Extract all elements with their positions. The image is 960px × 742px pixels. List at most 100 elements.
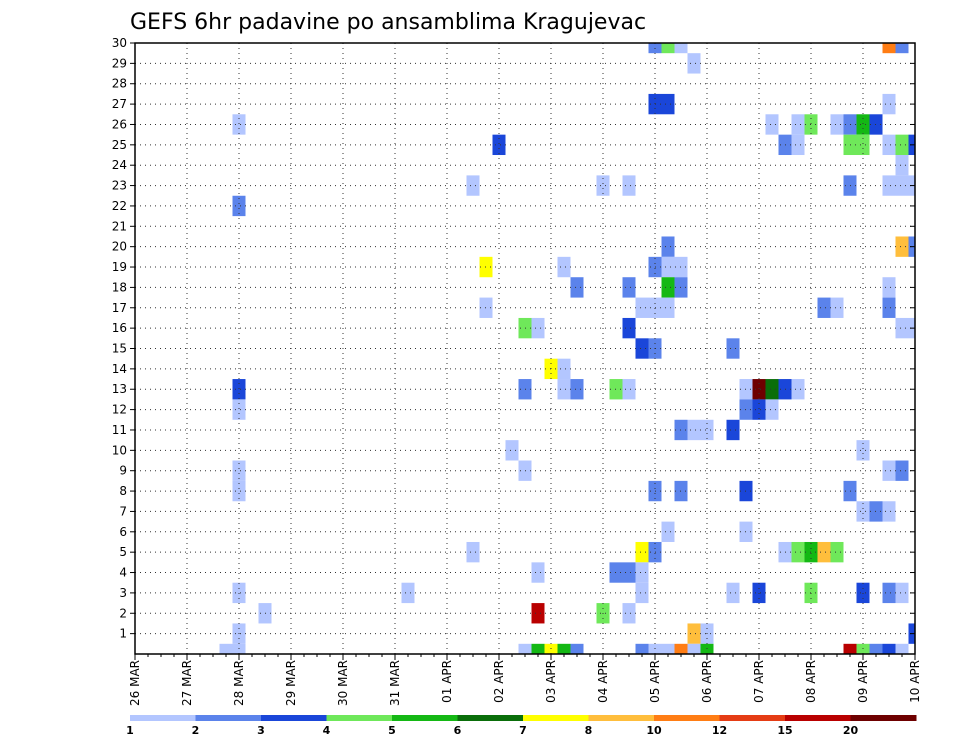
heatmap-cell	[895, 134, 909, 156]
legend-swatch	[523, 715, 589, 721]
y-tick-label: 30	[112, 36, 127, 50]
y-tick-label: 18	[112, 280, 127, 294]
y-tick-label: 10	[112, 443, 127, 457]
heatmap-cell	[882, 501, 896, 522]
heatmap-cell	[726, 582, 740, 604]
y-tick-label: 4	[119, 566, 127, 580]
heatmap-cell	[622, 603, 636, 624]
heatmap-cell	[856, 134, 870, 156]
heatmap-cell	[752, 399, 766, 420]
y-tick-label: 23	[112, 179, 127, 193]
legend-label: 7	[519, 724, 527, 737]
chart-title: GEFS 6hr padavine po ansamblima Kragujev…	[130, 10, 646, 35]
y-tick-label: 25	[112, 138, 127, 152]
heatmap-cell	[674, 43, 688, 54]
heatmap-cell	[466, 541, 480, 563]
heatmap-cell	[895, 582, 909, 604]
heatmap-cell	[700, 419, 714, 441]
heatmap-cell	[687, 623, 701, 644]
heatmap-cell	[557, 643, 571, 654]
heatmap-cell	[895, 175, 909, 196]
x-tick-label: 27 MAR	[180, 660, 194, 706]
heatmap-cell	[856, 582, 870, 604]
heatmap-cell	[622, 175, 636, 196]
x-tick-label: 06 APR	[700, 660, 714, 703]
x-tick-label: 28 MAR	[232, 660, 246, 706]
heatmap-cell	[232, 195, 246, 217]
y-tick-label: 29	[112, 56, 127, 70]
legend-swatch	[588, 715, 655, 721]
heatmap-cell	[882, 297, 896, 318]
legend-label: 1	[126, 724, 134, 737]
y-tick-label: 19	[112, 260, 127, 274]
heatmap-cell	[882, 460, 896, 481]
x-tick-label: 01 APR	[440, 660, 454, 703]
legend-label: 8	[585, 724, 593, 737]
legend-label: 12	[712, 724, 727, 737]
heatmap-cell	[635, 562, 649, 583]
legend-swatch	[654, 715, 720, 721]
heatmap-cell	[856, 440, 870, 461]
heatmap-cell	[531, 562, 545, 583]
heatmap-cell	[661, 297, 675, 318]
heatmap-cell	[596, 175, 610, 196]
legend-label: 15	[777, 724, 792, 737]
legend-label: 3	[257, 724, 265, 737]
heatmap-cell	[661, 521, 675, 542]
heatmap-cell	[882, 43, 896, 54]
y-tick-label: 9	[119, 464, 127, 478]
heatmap-cell	[622, 379, 636, 400]
heatmap-cell	[882, 582, 896, 604]
y-tick-label: 21	[112, 219, 127, 233]
legend-swatch	[785, 715, 851, 721]
legend-swatch	[261, 715, 327, 721]
legend-label: 4	[323, 724, 331, 737]
heatmap-cell	[895, 643, 909, 654]
x-tick-label: 10 APR	[908, 660, 922, 703]
heatmap-cell	[882, 643, 896, 654]
x-tick-label: 26 MAR	[128, 660, 142, 706]
y-tick-label: 26	[112, 117, 127, 131]
heatmap-cell	[726, 419, 740, 441]
heatmap-cell	[895, 317, 909, 339]
y-tick-label: 20	[112, 240, 127, 254]
heatmap-cell	[752, 379, 766, 400]
heatmap-cell	[492, 134, 506, 156]
heatmap-cell	[882, 277, 896, 298]
heatmap-cell	[635, 582, 649, 604]
y-tick-label: 14	[112, 362, 127, 376]
heatmap-cell	[232, 114, 246, 135]
heatmap-cell	[830, 114, 844, 135]
heatmap-cell	[791, 134, 805, 156]
heatmap-cell	[752, 582, 766, 604]
y-tick-label: 5	[119, 545, 127, 559]
heatmap-cell	[869, 643, 883, 654]
x-tick-label: 09 APR	[856, 660, 870, 703]
heatmap-cell	[622, 277, 636, 298]
heatmap-cell	[661, 43, 675, 54]
x-tick-label: 08 APR	[804, 660, 818, 703]
heatmap-cell	[635, 541, 649, 563]
heatmap-cell	[661, 643, 675, 654]
heatmap-cell	[830, 297, 844, 318]
heatmap-cell	[635, 297, 649, 318]
heatmap-cell	[518, 643, 532, 654]
heatmap-cell	[401, 582, 415, 604]
x-tick-label: 05 APR	[648, 660, 662, 703]
y-tick-label: 22	[112, 199, 127, 213]
heatmap-cell	[882, 134, 896, 156]
legend-swatch	[195, 715, 262, 721]
heatmap-cell	[622, 562, 636, 583]
heatmap-cell	[232, 379, 246, 400]
heatmap-cell	[791, 379, 805, 400]
legend-label: 6	[454, 724, 462, 737]
y-tick-label: 1	[119, 627, 127, 641]
heatmap-cell	[570, 277, 584, 298]
heatmap-cell	[674, 643, 688, 654]
heatmap-cell	[856, 501, 870, 522]
x-tick-label: 31 MAR	[388, 660, 402, 706]
heatmap-cell	[856, 114, 870, 135]
heatmap-cell	[661, 236, 675, 257]
legend-swatch	[130, 715, 196, 721]
